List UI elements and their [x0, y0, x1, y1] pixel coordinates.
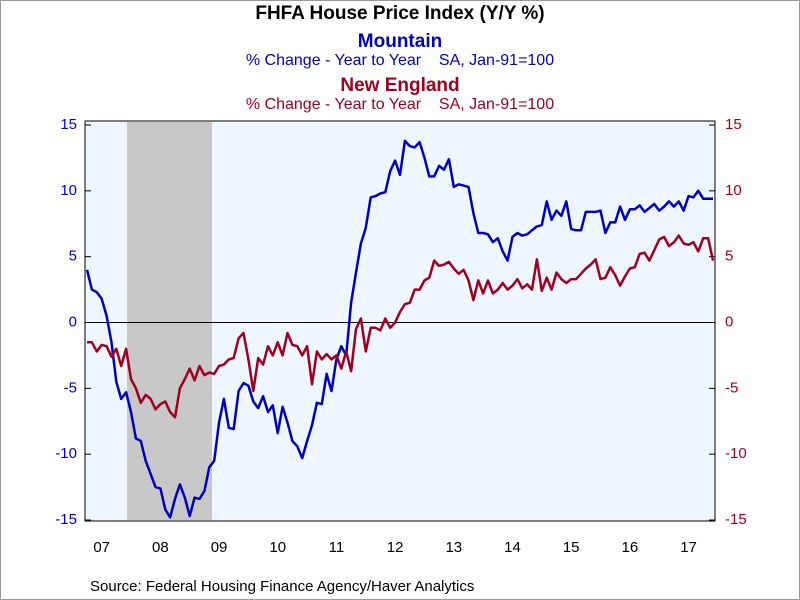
series-line: [85, 139, 713, 519]
y-tick-label: 5: [69, 248, 77, 265]
x-tick-label: 10: [269, 539, 286, 556]
x-tick-label: 08: [152, 539, 169, 556]
subtitle: % Change - Year to Year SA, Jan-91=100: [246, 52, 554, 69]
x-tick-label: 15: [563, 539, 580, 556]
source: Source: Federal Housing Finance Agency/H…: [90, 578, 474, 595]
x-tick-label: 16: [622, 539, 639, 556]
x-tick-label: 13: [445, 539, 462, 556]
y-tick-label: 0: [69, 313, 77, 330]
series-line: [87, 234, 715, 419]
x-tick-label: 14: [504, 539, 521, 556]
y2-tick-label: 0: [725, 313, 733, 330]
x-tick-label: 11: [329, 539, 345, 556]
series-title: New England: [340, 75, 459, 96]
x-tick-label: 17: [680, 539, 697, 556]
subtitle: % Change - Year to Year SA, Jan-91=100: [246, 96, 554, 113]
x-tick-label: 12: [387, 539, 404, 556]
y2-tick-label: -10: [725, 445, 747, 462]
y-tick-label: -5: [64, 379, 77, 396]
y2-tick-label: 10: [725, 182, 742, 199]
y2-tick-label: -15: [725, 511, 747, 528]
recession-shade: [127, 122, 212, 520]
y2-tick-label: 5: [725, 248, 733, 265]
x-tick-label: 07: [93, 539, 110, 556]
y-tick-label: 15: [60, 116, 77, 133]
series-title: Mountain: [358, 31, 442, 52]
y2-tick-label: 15: [725, 116, 742, 133]
y-tick-label: -15: [55, 511, 77, 528]
y-tick-label: -10: [55, 445, 77, 462]
chart-title: FHFA House Price Index (Y/Y %): [255, 3, 544, 24]
y2-tick-label: -5: [725, 379, 738, 396]
y-tick-label: 10: [60, 182, 77, 199]
x-tick-label: 09: [211, 539, 228, 556]
